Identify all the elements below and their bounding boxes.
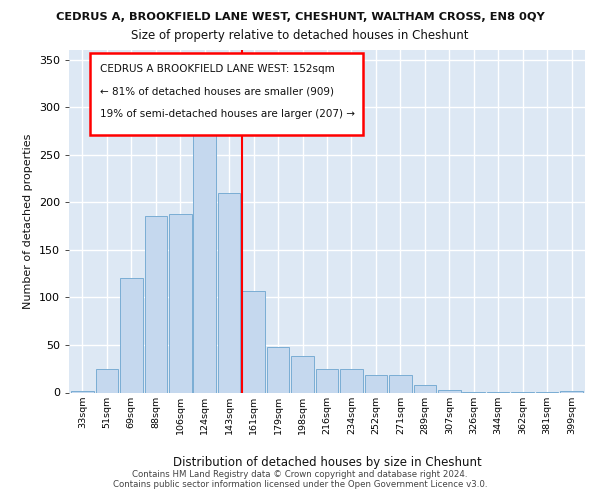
Text: CEDRUS A, BROOKFIELD LANE WEST, CHESHUNT, WALTHAM CROSS, EN8 0QY: CEDRUS A, BROOKFIELD LANE WEST, CHESHUNT… <box>56 12 544 22</box>
Bar <box>95 368 118 392</box>
Text: Contains HM Land Registry data © Crown copyright and database right 2024.: Contains HM Land Registry data © Crown c… <box>132 470 468 479</box>
Bar <box>389 376 412 392</box>
Bar <box>560 390 583 392</box>
Text: ← 81% of detached houses are smaller (909): ← 81% of detached houses are smaller (90… <box>100 86 334 97</box>
Bar <box>145 216 167 392</box>
Y-axis label: Number of detached properties: Number of detached properties <box>23 134 33 309</box>
Bar <box>267 347 289 393</box>
Bar <box>71 390 94 392</box>
Text: Contains public sector information licensed under the Open Government Licence v3: Contains public sector information licen… <box>113 480 487 489</box>
Text: Distribution of detached houses by size in Cheshunt: Distribution of detached houses by size … <box>173 456 481 469</box>
Bar <box>218 192 241 392</box>
Bar <box>316 368 338 392</box>
Bar <box>340 368 363 392</box>
Bar <box>242 290 265 392</box>
Text: Size of property relative to detached houses in Cheshunt: Size of property relative to detached ho… <box>131 29 469 42</box>
Bar <box>169 214 191 392</box>
Bar <box>193 78 216 392</box>
Text: 19% of semi-detached houses are larger (207) →: 19% of semi-detached houses are larger (… <box>100 109 355 119</box>
Text: CEDRUS A BROOKFIELD LANE WEST: 152sqm: CEDRUS A BROOKFIELD LANE WEST: 152sqm <box>100 64 335 74</box>
Bar <box>120 278 143 392</box>
Bar <box>291 356 314 392</box>
Bar <box>365 376 387 392</box>
Bar <box>413 385 436 392</box>
Bar <box>438 390 461 392</box>
